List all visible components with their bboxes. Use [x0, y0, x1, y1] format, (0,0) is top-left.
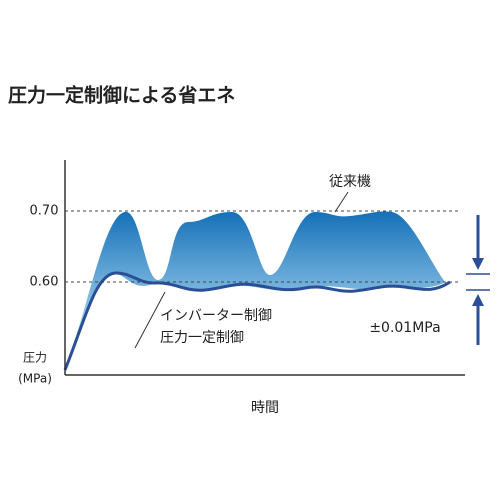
inverter-label: 圧力一定制御	[160, 330, 244, 346]
y-axis-label: 圧力	[23, 351, 47, 365]
title: 圧力一定制御による省エネ	[8, 84, 235, 107]
leader-line	[134, 291, 166, 349]
y-axis-unit: (MPa)	[18, 372, 52, 386]
inverter-label: インバーター制御	[160, 308, 272, 324]
y-tick-label: 0.60	[30, 275, 59, 290]
inverter-line	[63, 271, 451, 371]
conventional-area	[65, 211, 445, 370]
x-axis-label: 時間	[251, 400, 279, 416]
tolerance-label: ±0.01MPa	[369, 320, 440, 336]
leader-line	[334, 191, 349, 213]
y-tick-label: 0.70	[30, 204, 59, 219]
conventional-label: 従来機	[329, 174, 371, 190]
